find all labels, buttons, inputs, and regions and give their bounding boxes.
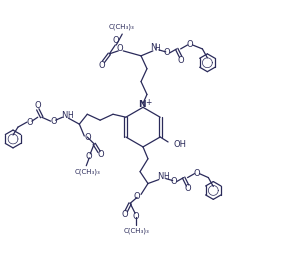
Text: O: O [177, 56, 184, 65]
Text: O: O [50, 117, 57, 126]
Text: H: H [154, 44, 160, 53]
Text: O: O [186, 40, 193, 50]
Text: O: O [134, 192, 140, 201]
Text: O: O [117, 44, 124, 53]
Text: O: O [34, 101, 41, 110]
Text: O: O [193, 169, 200, 178]
Text: OH: OH [173, 141, 186, 149]
Text: O: O [164, 48, 170, 57]
Text: H: H [163, 172, 169, 181]
Text: O: O [98, 61, 105, 70]
Text: O: O [86, 152, 92, 161]
Text: O: O [122, 210, 129, 219]
Text: N: N [61, 111, 68, 120]
Text: O: O [171, 177, 177, 186]
Text: O: O [85, 133, 92, 142]
Text: H: H [68, 111, 73, 120]
Text: N: N [150, 43, 156, 53]
Text: C(CH₃)₃: C(CH₃)₃ [108, 24, 134, 30]
Text: +: + [145, 98, 151, 107]
Text: O: O [27, 118, 33, 127]
Text: N: N [138, 100, 146, 109]
Text: C(CH₃)₃: C(CH₃)₃ [123, 228, 149, 234]
Text: O: O [98, 150, 104, 159]
Text: O: O [184, 184, 191, 193]
Text: N: N [157, 172, 163, 181]
Text: O: O [113, 37, 120, 45]
Text: C(CH₃)₃: C(CH₃)₃ [74, 168, 100, 175]
Text: O: O [133, 212, 139, 221]
